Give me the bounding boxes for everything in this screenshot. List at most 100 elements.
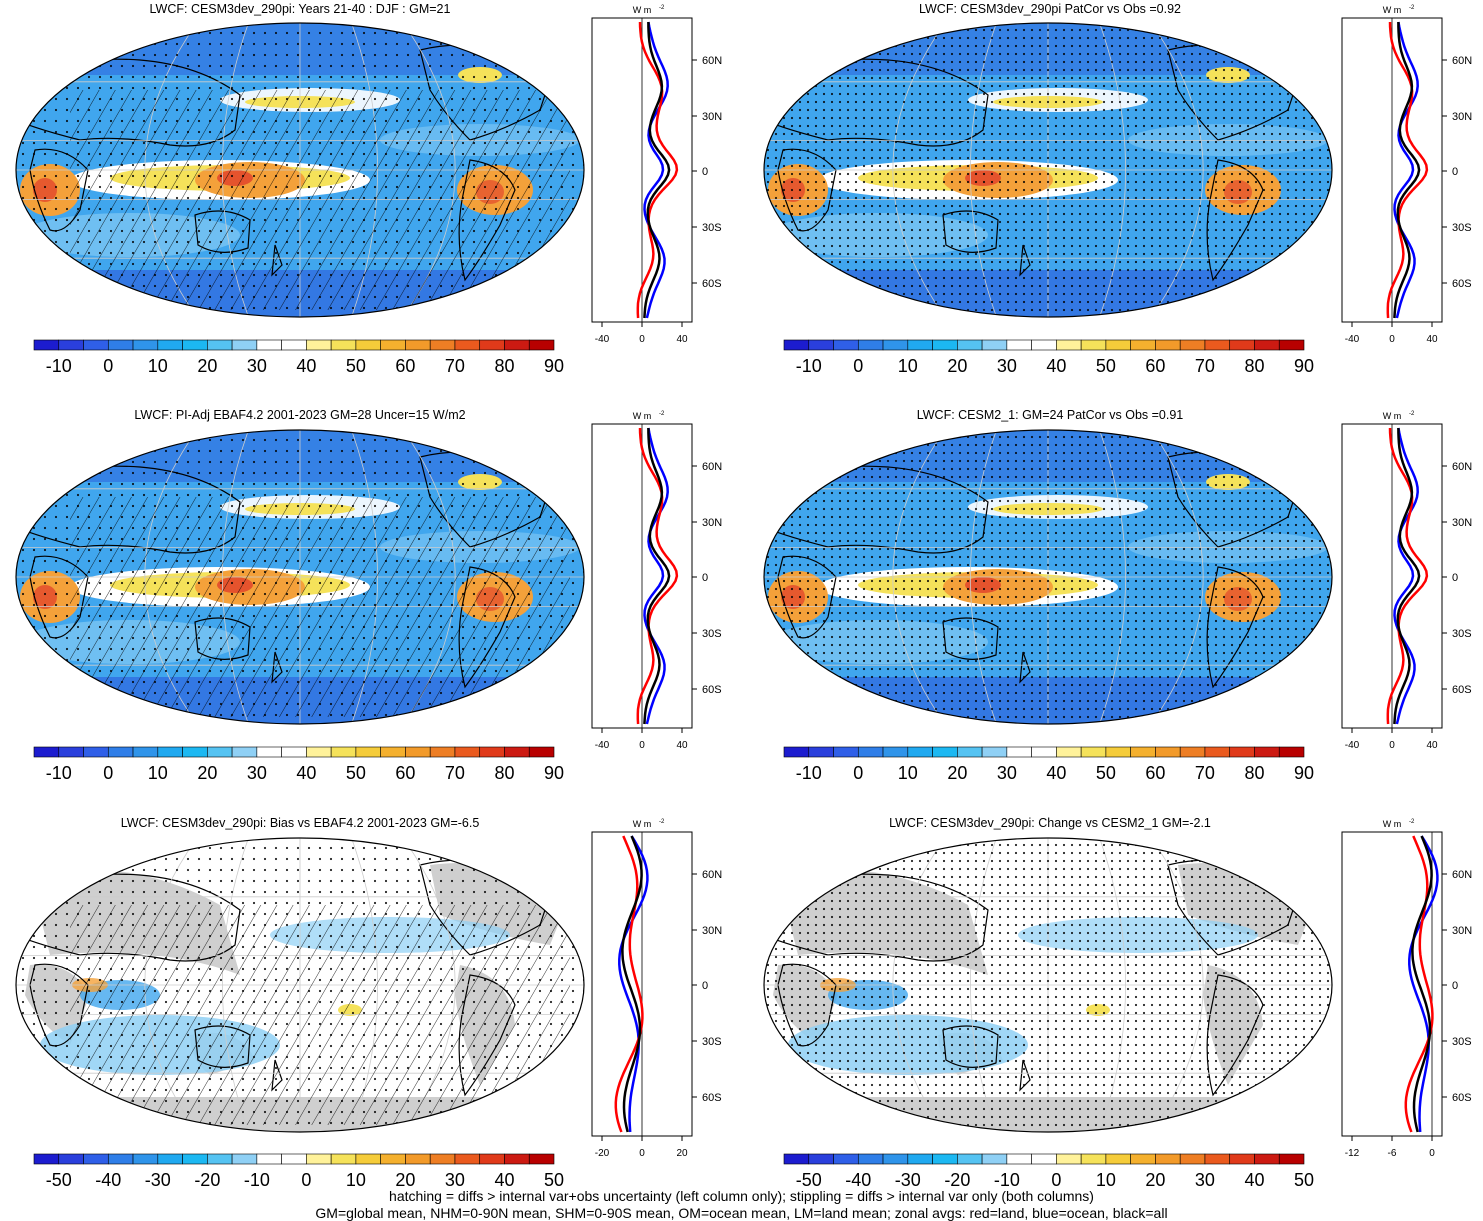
profile-x-label-2: 20: [676, 1148, 688, 1159]
colorbar-swatch-20: [1278, 746, 1305, 758]
colorbar-swatch-13: [355, 746, 381, 758]
colorbar-label-6: 50: [346, 763, 366, 783]
colorbar-swatch-10: [281, 339, 307, 351]
profile-all-line: [1411, 835, 1433, 1133]
colorbar-label-10: 50: [544, 1170, 564, 1190]
colorbar-swatch-2: [83, 339, 109, 351]
colorbar-swatch-13: [1105, 746, 1131, 758]
colorbar-swatch-15: [1155, 1153, 1181, 1165]
colorbar-label-5: 0: [301, 1170, 311, 1190]
profile-y-label-0: 60N: [1452, 55, 1472, 67]
colorbar-swatch-20: [1278, 339, 1305, 351]
map-border: [763, 837, 1333, 1133]
colorbar-swatch-1: [58, 339, 84, 351]
colorbar-swatch-17: [454, 746, 481, 758]
colorbar-swatch-8: [981, 746, 1008, 758]
colorbar-swatch-9: [1006, 339, 1032, 351]
colorbar-panel-6: -50 -40 -30 -20 -10 0 10 20 30 40 50: [783, 1153, 1314, 1190]
colorbar-swatch-9: [256, 339, 282, 351]
colorbar-swatch-7: [957, 1153, 983, 1165]
profile-x-label-2: 0: [1429, 1148, 1435, 1159]
colorbar-label-0: -50: [796, 1170, 822, 1190]
profile-ocean-line: [1393, 21, 1419, 319]
colorbar-label-3: 20: [197, 763, 217, 783]
colorbar-swatch-5: [157, 746, 183, 758]
panel-title-4: LWCF: CESM2_1: GM=24 PatCor vs Obs =0.91: [916, 408, 1184, 422]
profile-unit-exponent: -2: [659, 411, 665, 417]
colorbar-swatch-11: [1056, 339, 1082, 351]
colorbar-swatch-5: [907, 746, 933, 758]
colorbar-label-5: 40: [1046, 763, 1066, 783]
profile-y-label-0: 60N: [1452, 869, 1472, 881]
colorbar-swatch-12: [330, 746, 357, 758]
map-panel-3: [15, 429, 585, 725]
colorbar-swatch-3: [107, 339, 134, 351]
colorbar-swatch-0: [33, 746, 60, 758]
colorbar-label-3: -20: [944, 1170, 970, 1190]
panel-title-1: LWCF: CESM3dev_290pi: Years 21-40 : DJF …: [149, 2, 451, 16]
colorbar-label-5: 40: [1046, 356, 1066, 376]
colorbar-label-1: 0: [103, 763, 113, 783]
colorbar-label-8: 70: [1195, 356, 1215, 376]
colorbar-label-0: -10: [796, 356, 822, 376]
colorbar-swatch-18: [479, 1153, 505, 1165]
colorbar-swatch-19: [504, 339, 530, 351]
colorbar-swatch-13: [1105, 339, 1131, 351]
colorbar-swatch-6: [932, 1153, 958, 1165]
profile-all-line: [1393, 428, 1421, 725]
colorbar-swatch-12: [1080, 339, 1107, 351]
profile-x-label-0: -12: [1345, 1148, 1360, 1159]
colorbar-label-4: 30: [247, 763, 267, 783]
colorbar-swatch-9: [256, 1153, 282, 1165]
profile-x-label-0: -40: [1345, 740, 1360, 751]
colorbar-swatch-15: [405, 339, 431, 351]
colorbar-swatch-14: [1130, 1153, 1156, 1165]
profile-land-line: [1386, 427, 1429, 725]
colorbar-swatch-2: [833, 339, 859, 351]
colorbar-swatch-6: [182, 339, 208, 351]
profile-all-line: [621, 835, 643, 1133]
colorbar-panel-2: -10 0 10 20 30 40 50 60 70 80 90: [783, 339, 1314, 376]
profile-y-label-4: 60S: [1452, 278, 1472, 290]
colorbar-label-2: 10: [148, 763, 168, 783]
colorbar-swatch-6: [182, 746, 208, 758]
colorbar-label-7: 60: [395, 763, 415, 783]
profile-y-label-4: 60S: [1452, 1092, 1472, 1104]
profile-x-label-1: 0: [639, 1148, 645, 1159]
profile-unit: W m: [633, 411, 652, 421]
profile-ocean-line: [1393, 427, 1419, 725]
panel-title-2: LWCF: CESM3dev_290pi PatCor vs Obs =0.92: [918, 2, 1182, 16]
colorbar-label-4: 30: [997, 763, 1017, 783]
map-panel-1: [15, 22, 585, 318]
colorbar-swatch-10: [1031, 746, 1057, 758]
profile-x-label-1: 0: [639, 740, 645, 751]
colorbar-swatch-7: [207, 1153, 233, 1165]
colorbar-swatch-4: [132, 1153, 159, 1165]
colorbar-panel-4: -10 0 10 20 30 40 50 60 70 80 90: [783, 746, 1314, 783]
colorbar-swatch-5: [907, 1153, 933, 1165]
colorbar-label-6: 50: [1096, 356, 1116, 376]
colorbar-label-2: -30: [895, 1170, 921, 1190]
colorbar-swatch-17: [454, 1153, 481, 1165]
colorbar-label-4: -10: [994, 1170, 1020, 1190]
colorbar-swatch-12: [330, 1153, 357, 1165]
colorbar-label-10: 50: [1294, 1170, 1314, 1190]
map-field: [16, 838, 584, 1132]
profile-y-label-0: 60N: [702, 461, 722, 473]
profile-x-label-2: 40: [676, 334, 688, 345]
profile-y-label-4: 60S: [1452, 684, 1472, 696]
profile-all-line: [1393, 22, 1421, 319]
hatching-overlay: [70, 905, 570, 1125]
map-panel-2: [763, 22, 1333, 318]
colorbar-label-5: 40: [296, 763, 316, 783]
profile-y-label-1: 30N: [702, 925, 722, 937]
colorbar-swatch-8: [231, 746, 258, 758]
colorbar-panel-3: -10 0 10 20 30 40 50 60 70 80 90: [33, 746, 564, 783]
colorbar-label-8: 70: [445, 763, 465, 783]
colorbar-label-1: -40: [95, 1170, 121, 1190]
colorbar-swatch-16: [429, 339, 456, 351]
profile-all-line: [643, 428, 671, 725]
profile-land-line: [1386, 21, 1429, 319]
colorbar-swatch-12: [1080, 1153, 1107, 1165]
colorbar-label-6: 10: [346, 1170, 366, 1190]
